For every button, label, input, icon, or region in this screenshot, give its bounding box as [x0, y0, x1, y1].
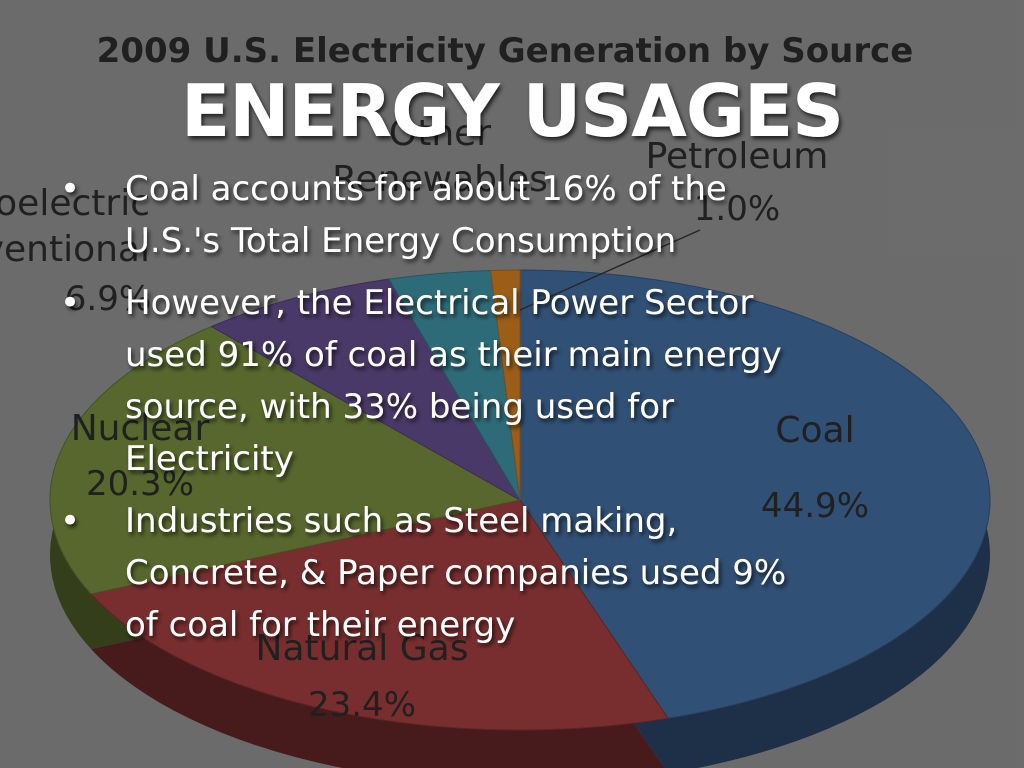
- pie-slice: [210, 278, 522, 502]
- slice-label: Conventional: [0, 229, 150, 270]
- slice-value-label: 44.9%: [761, 486, 869, 526]
- pie-slice: [519, 269, 991, 719]
- bullet-text: However, the Electrical Power Sector: [125, 283, 753, 323]
- slice-label: Nuclear: [71, 408, 210, 449]
- chart-title: 2009 U.S. Electricity Generation by Sour…: [97, 31, 914, 71]
- slice-value-label: 23.4%: [308, 685, 416, 725]
- slice-label: Natural Gas: [256, 628, 469, 669]
- bullet-list: • Coal accounts for about 16% of the U.S.'…: [60, 169, 786, 645]
- leader-line: [519, 229, 701, 311]
- slice-value-label: 1.0%: [694, 189, 780, 229]
- bullet-symbol: •: [60, 283, 80, 323]
- bullet-text: Electricity: [125, 439, 294, 479]
- bullet-text: Coal accounts for about 16% of the: [125, 169, 727, 209]
- slice-label: Petroleum: [646, 136, 829, 177]
- slice-value-label: 20.3%: [86, 464, 194, 504]
- pie-slice: [49, 325, 522, 595]
- bullet-symbol: •: [60, 501, 80, 541]
- slice-label: Hydroelectric: [0, 183, 150, 224]
- slide-title: ENERGY USAGES: [181, 69, 843, 153]
- slice-value-label: 6.9%: [65, 279, 151, 319]
- bullet-text: Industries such as Steel making,: [125, 501, 677, 541]
- bullet-text: source, with 33% being used for: [125, 387, 674, 427]
- bullet-text: of coal for their energy: [125, 605, 515, 645]
- chart-labels: Coal 44.9% Natural Gas 23.4% Nuclear 20.3% Hyd…: [0, 113, 869, 725]
- bullet-symbol: •: [60, 169, 80, 209]
- bullet-text: Concrete, & Paper companies used 9%: [125, 553, 786, 593]
- bullet-text: used 91% of coal as their main energy: [125, 335, 782, 375]
- slice-label: Renewables: [332, 159, 548, 200]
- pie-slice: [90, 499, 669, 731]
- slice-label: Other: [389, 113, 491, 154]
- pie-slice: [489, 269, 521, 501]
- slice-label: Coal: [775, 410, 854, 451]
- background-chart: [49, 269, 991, 768]
- bullet-text: U.S.'s Total Energy Consumption: [125, 221, 676, 261]
